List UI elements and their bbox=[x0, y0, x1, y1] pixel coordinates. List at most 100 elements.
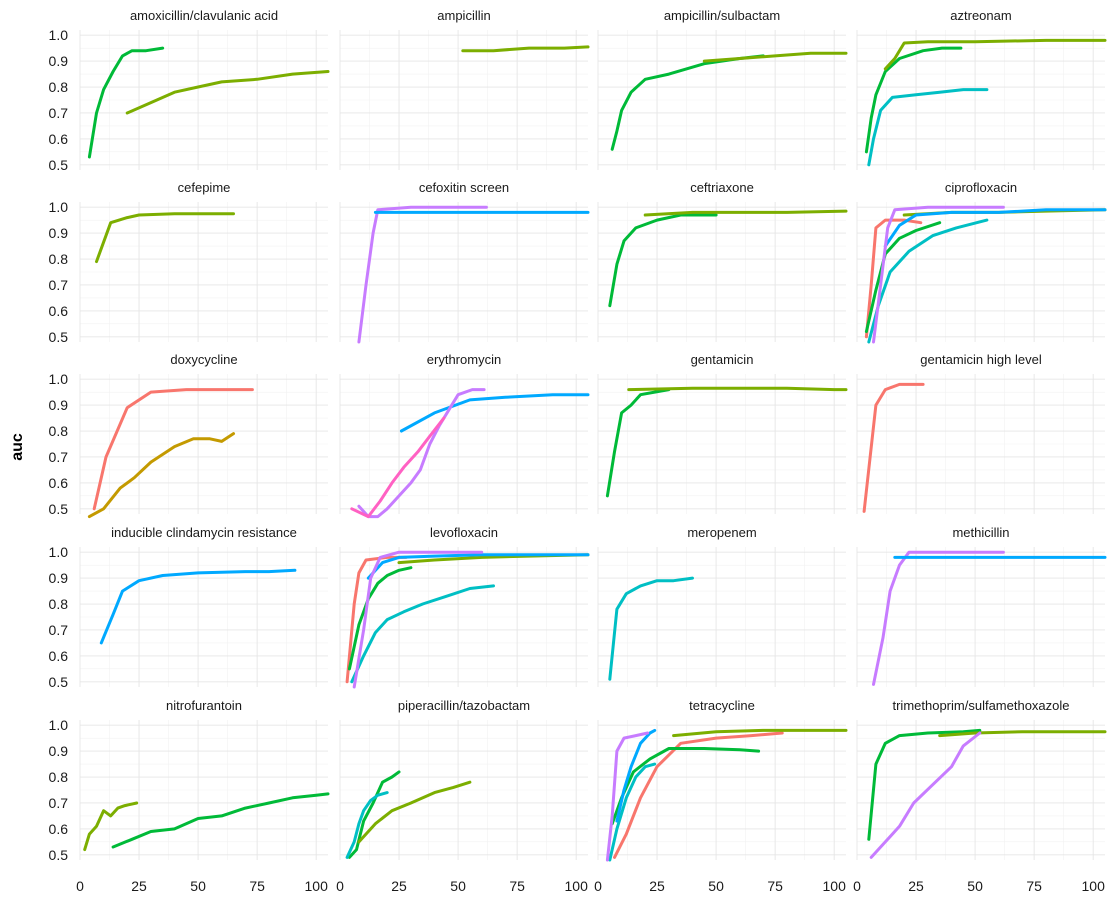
panel: cefepime 0.5 0.6 0.7 0.8 0.9 1.0 bbox=[49, 180, 328, 345]
x-tick-label: 0 bbox=[76, 878, 84, 894]
x-tick-label: 50 bbox=[708, 878, 724, 894]
x-tick-label: 75 bbox=[249, 878, 265, 894]
x-tick-label: 50 bbox=[967, 878, 983, 894]
panel-title: erythromycin bbox=[427, 352, 501, 367]
series-line bbox=[345, 791, 389, 859]
x-tick-label: 100 bbox=[565, 878, 589, 894]
panel: ciprofloxacin bbox=[856, 180, 1107, 344]
x-tick-label: 25 bbox=[649, 878, 665, 894]
y-tick-label: 0.9 bbox=[49, 743, 69, 759]
series-line bbox=[605, 731, 650, 862]
series-line bbox=[613, 731, 784, 859]
panel: aztreonam bbox=[856, 8, 1107, 170]
series-line bbox=[83, 801, 139, 852]
panel-title: cefoxitin screen bbox=[419, 180, 509, 195]
panel-title: cefepime bbox=[178, 180, 231, 195]
panel: erythromycin bbox=[339, 352, 590, 519]
x-axis: 0 25 50 75 100 0 25 50 75 100 0 25 50 75 100 0 25 50 75 100 bbox=[76, 878, 1105, 894]
y-tick-label: 0.8 bbox=[49, 423, 69, 439]
y-tick-label: 0.7 bbox=[49, 622, 69, 638]
panel: trimethoprim/sulfamethoxazole bbox=[856, 698, 1107, 860]
panel-title: gentamicin bbox=[691, 352, 754, 367]
y-tick-label: 0.5 bbox=[49, 847, 69, 863]
panel-title: aztreonam bbox=[950, 8, 1011, 23]
x-tick-label: 25 bbox=[131, 878, 147, 894]
panel: gentamicin high level bbox=[856, 352, 1105, 514]
y-axis-label: auc bbox=[9, 433, 26, 461]
x-tick-label: 0 bbox=[853, 878, 861, 894]
panel-title: amoxicillin/clavulanic acid bbox=[130, 8, 278, 23]
x-tick-label: 0 bbox=[336, 878, 344, 894]
y-tick-label: 1.0 bbox=[49, 27, 69, 43]
y-tick-label: 1.0 bbox=[49, 544, 69, 560]
panel: ampicillin/sulbactam bbox=[597, 8, 848, 170]
panel: inducible clindamycin resistance 0.5 0.6 0.… bbox=[49, 525, 328, 690]
y-tick-label: 0.6 bbox=[49, 648, 69, 664]
panel-grid: amoxicillin/clavulanic acid 0.5 0.6 0.7 0.8 0… bbox=[49, 8, 1107, 863]
y-tick-label: 0.6 bbox=[49, 475, 69, 491]
series-line bbox=[864, 221, 942, 334]
panel-title: nitrofurantoin bbox=[166, 698, 242, 713]
series-line bbox=[872, 550, 1005, 686]
y-tick-label: 0.6 bbox=[49, 131, 69, 147]
series-line bbox=[938, 730, 1107, 738]
panel: methicillin bbox=[856, 525, 1107, 687]
y-tick-label: 0.6 bbox=[49, 821, 69, 837]
series-line bbox=[605, 388, 671, 498]
y-tick-label: 0.5 bbox=[49, 329, 69, 345]
x-tick-label: 100 bbox=[1082, 878, 1106, 894]
series-line bbox=[864, 46, 963, 154]
series-line bbox=[357, 780, 472, 844]
series-line bbox=[867, 728, 982, 841]
series-line bbox=[357, 388, 486, 519]
panel: ceftriaxone bbox=[597, 180, 848, 342]
panel: piperacillin/tazobactam bbox=[339, 698, 588, 860]
series-line bbox=[125, 70, 330, 115]
x-tick-label: 0 bbox=[594, 878, 602, 894]
panel: nitrofurantoin 0.5 0.6 0.7 0.8 0.9 1.0 bbox=[49, 698, 330, 863]
series-line bbox=[867, 88, 989, 167]
panel-title: ciprofloxacin bbox=[945, 180, 1017, 195]
panel: meropenem bbox=[597, 525, 846, 687]
series-line bbox=[872, 205, 1005, 344]
x-tick-label: 25 bbox=[391, 878, 407, 894]
y-tick-label: 0.7 bbox=[49, 277, 69, 293]
series-line bbox=[345, 555, 408, 684]
y-tick-label: 0.6 bbox=[49, 303, 69, 319]
y-tick-label: 0.8 bbox=[49, 596, 69, 612]
series-line bbox=[883, 38, 1107, 71]
x-tick-label: 50 bbox=[450, 878, 466, 894]
panel: gentamicin bbox=[597, 352, 848, 514]
panel-title: ampicillin/sulbactam bbox=[664, 8, 780, 23]
panel-title: gentamicin high level bbox=[920, 352, 1042, 367]
series-line bbox=[608, 213, 718, 308]
x-tick-label: 100 bbox=[305, 878, 329, 894]
series-line bbox=[92, 388, 254, 511]
series-line bbox=[357, 205, 488, 344]
y-tick-label: 1.0 bbox=[49, 371, 69, 387]
x-tick-label: 25 bbox=[908, 878, 924, 894]
x-tick-label: 50 bbox=[190, 878, 206, 894]
panel-title: meropenem bbox=[687, 525, 756, 540]
series-line bbox=[352, 550, 484, 689]
y-tick-label: 0.8 bbox=[49, 769, 69, 785]
x-tick-label: 100 bbox=[823, 878, 847, 894]
y-tick-label: 0.9 bbox=[49, 225, 69, 241]
series-line bbox=[87, 432, 235, 519]
y-tick-label: 0.5 bbox=[49, 674, 69, 690]
series-line bbox=[883, 208, 1107, 248]
panel-title: inducible clindamycin resistance bbox=[111, 525, 297, 540]
series-line bbox=[610, 54, 765, 151]
series-line bbox=[350, 416, 446, 519]
series-line bbox=[608, 762, 657, 862]
series-line bbox=[99, 568, 297, 645]
panel: levofloxacin bbox=[339, 525, 590, 689]
y-tick-label: 0.8 bbox=[49, 79, 69, 95]
series-line bbox=[643, 209, 848, 217]
panel: cefoxitin screen bbox=[339, 180, 590, 344]
panel-title: ceftriaxone bbox=[690, 180, 754, 195]
series-line bbox=[95, 212, 235, 264]
series-line bbox=[672, 728, 848, 738]
y-tick-label: 0.9 bbox=[49, 397, 69, 413]
